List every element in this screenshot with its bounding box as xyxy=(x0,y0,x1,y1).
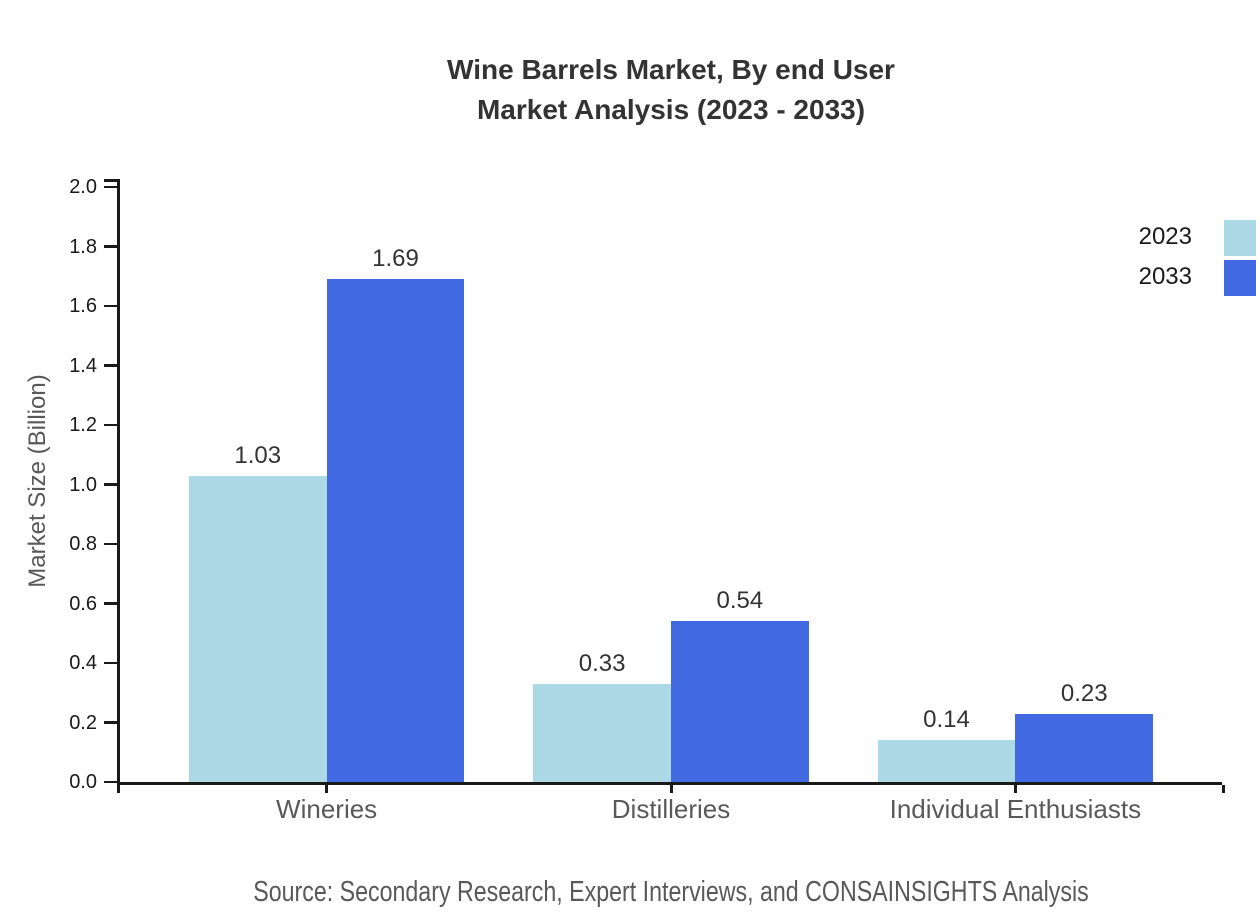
value-label-2033-distilleries: 0.54 xyxy=(716,587,764,615)
y-tick-0-8 xyxy=(104,542,117,546)
category-label-wineries: Wineries xyxy=(276,794,378,824)
bar-2023-wineries xyxy=(188,475,327,782)
y-tick-0-0 xyxy=(104,780,117,784)
y-tick-0-2 xyxy=(104,721,117,724)
plot-area: 0.0 0.2 0.4 0.6 0.8 1.0 1.2 1.4 1.6 1.8 2.0 1.03 0.… xyxy=(69,176,1225,824)
bar-2023-distilleries xyxy=(533,683,671,782)
y-tick-label-1-2: 1.2 xyxy=(69,414,97,436)
legend-swatch-2023 xyxy=(1224,220,1256,256)
y-tick-label-0-2: 0.2 xyxy=(69,711,97,734)
legend-label-2033: 2033 xyxy=(1138,263,1192,290)
y-tick-label-0-6: 0.6 xyxy=(69,592,97,615)
y-tick-label-1-6: 1.6 xyxy=(69,295,97,317)
y-tick-label-1-8: 1.8 xyxy=(69,235,97,258)
source-note: Source: Secondary Research, Expert Inter… xyxy=(253,876,1089,908)
legend-label-2023: 2023 xyxy=(1138,223,1192,250)
x-axis-line xyxy=(117,782,1222,785)
value-label-2023-wineries: 1.03 xyxy=(234,441,282,469)
y-tick-label-0-4: 0.4 xyxy=(69,652,97,674)
y-tick-label-2-0: 2.0 xyxy=(69,176,97,198)
y-tick-label-0-0: 0.0 xyxy=(69,771,97,793)
bar-2033-distilleries xyxy=(671,621,809,782)
y-tick-0-4 xyxy=(104,661,117,665)
value-label-2033-individual-enthusiasts: 0.23 xyxy=(1060,679,1108,707)
value-label-2023-individual-enthusiasts: 0.14 xyxy=(923,706,970,734)
x-tick-wineries xyxy=(325,785,329,793)
y-axis-spine xyxy=(117,179,120,790)
chart-title: Wine Barrels Market, By end User Market … xyxy=(120,50,1222,130)
chart-title-line1: Wine Barrels Market, By end User xyxy=(447,54,895,85)
y-tick-1-0 xyxy=(104,483,117,486)
x-axis-right-end-tick xyxy=(1222,785,1225,793)
category-label-distilleries: Distilleries xyxy=(611,794,731,824)
y-tick-1-8 xyxy=(104,245,117,248)
y-tick-1-2 xyxy=(104,423,117,427)
value-label-2023-distilleries: 0.33 xyxy=(578,649,626,677)
y-tick-1-6 xyxy=(104,304,117,308)
y-tick-label-0-8: 0.8 xyxy=(69,533,97,555)
value-label-2033-wineries: 1.69 xyxy=(372,245,419,273)
x-tick-individual-enthusiasts xyxy=(1013,785,1017,793)
y-axis-top-cap-tick xyxy=(104,179,117,182)
bar-2033-wineries xyxy=(326,279,465,782)
legend-swatch-2033 xyxy=(1224,260,1256,296)
chart-title-line2: Market Analysis (2023 - 2033) xyxy=(476,94,866,125)
y-tick-1-4 xyxy=(104,364,117,367)
x-axis-left-end-tick xyxy=(117,785,120,793)
y-tick-0-6 xyxy=(104,602,117,605)
y-tick-label-1-4: 1.4 xyxy=(69,354,97,377)
bar-2023-individual-enthusiasts xyxy=(877,740,1016,782)
x-tick-distilleries xyxy=(669,785,673,793)
y-tick-label-1-0: 1.0 xyxy=(69,473,97,496)
bar-2033-individual-enthusiasts xyxy=(1015,713,1154,782)
category-label-individual-enthusiasts: Individual Enthusiasts xyxy=(889,794,1142,824)
y-tick-2-0 xyxy=(104,185,117,189)
